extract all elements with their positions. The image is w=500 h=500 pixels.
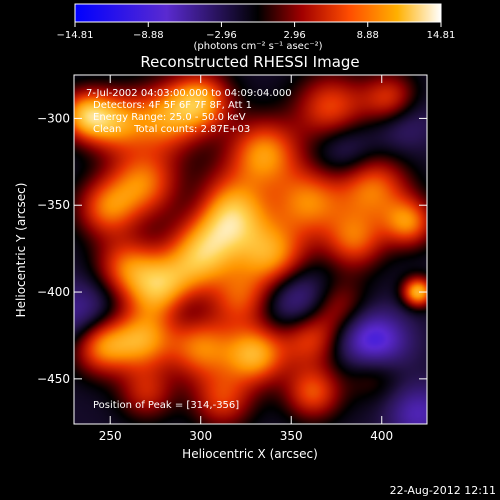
colorbar-gradient	[74, 3, 442, 23]
y-tick-label: −350	[37, 198, 70, 212]
x-tick-label: 400	[370, 429, 393, 443]
colorbar-tick-label: −14.81	[56, 30, 93, 41]
annotation-clean: Clean Total counts: 2.87E+03	[93, 124, 250, 135]
colorbar-ticks: −14.81 −8.88 −2.96 2.96 8.88 14.81	[56, 22, 455, 41]
colorbar-units: (photons cm⁻² s⁻¹ asec⁻²)	[193, 41, 322, 52]
colorbar-tick-label: 2.96	[283, 30, 305, 41]
y-tick-label: −400	[37, 285, 70, 299]
chart-title: Reconstructed RHESSI Image	[140, 53, 359, 71]
colorbar-tick-label: 14.81	[427, 30, 456, 41]
annotation-detectors: Detectors: 4F 5F 6F 7F 8F, Att 1	[93, 100, 252, 111]
x-axis-label: Heliocentric X (arcsec)	[182, 447, 318, 461]
footer-timestamp: 22-Aug-2012 12:11	[390, 484, 496, 497]
annotation-peak: Position of Peak = [314,-356]	[93, 400, 239, 411]
x-tick-label: 250	[99, 429, 122, 443]
annotation-energy: Energy Range: 25.0 - 50.0 keV	[93, 112, 246, 123]
colorbar-tick-label: −2.96	[206, 30, 237, 41]
axis-ticks: 250 300 350 400 −300 −350 −400 −450	[37, 75, 427, 443]
colorbar-tick-label: 8.88	[357, 30, 379, 41]
colorbar: −14.81 −8.88 −2.96 2.96 8.88 14.81 (photons c…	[56, 3, 455, 52]
x-tick-label: 300	[189, 429, 212, 443]
colorbar-tick-label: −8.88	[133, 30, 164, 41]
heatmap-image	[74, 75, 427, 424]
annotation-time: 7-Jul-2002 04:03:00.000 to 04:09:04.000	[86, 88, 292, 99]
plot-frame	[73, 74, 428, 425]
plot-area: 250 300 350 400 −300 −350 −400 −450	[37, 74, 428, 443]
y-axis-label: Heliocentric Y (arcsec)	[14, 183, 28, 318]
y-tick-label: −300	[37, 111, 70, 125]
y-tick-label: −450	[37, 372, 70, 386]
x-tick-label: 350	[280, 429, 303, 443]
annotations: 7-Jul-2002 04:03:00.000 to 04:09:04.000 …	[86, 88, 292, 411]
